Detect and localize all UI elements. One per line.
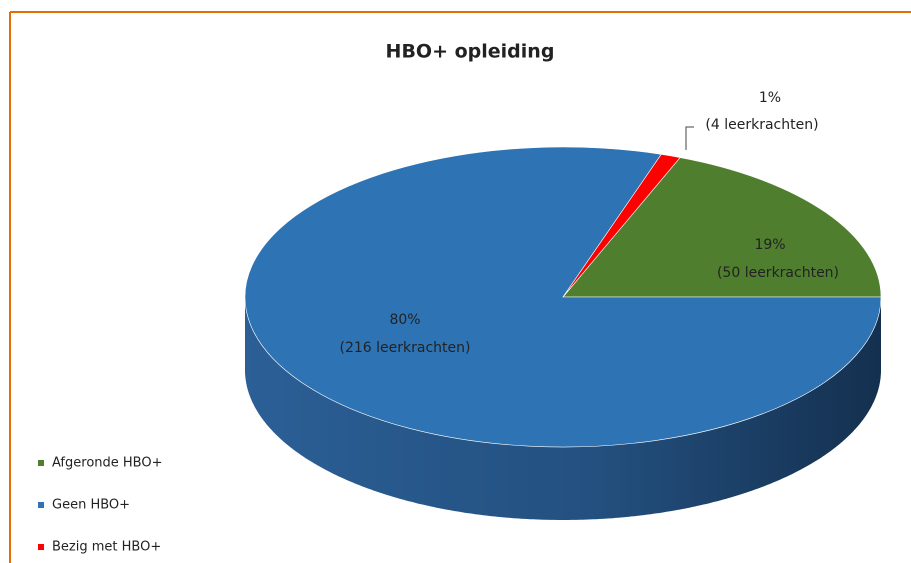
value-label: 1% [759,90,781,106]
legend-label: Afgeronde HBO+ [52,456,162,471]
pie-slice [562,154,681,298]
count-label: (4 leerkrachten) [705,117,818,133]
leader-line [685,126,694,150]
pie-slice [562,157,882,298]
legend-label: Bezig met HBO+ [52,540,161,555]
count-label: (216 leerkrachten) [340,340,471,356]
legend-swatch [38,502,44,508]
legend-swatch [38,460,44,466]
pie-side [245,297,881,520]
chart-title: HBO+ opleiding [386,41,555,63]
count-label: (50 leerkrachten) [717,265,839,281]
legend-label: Geen HBO+ [52,498,130,513]
value-label: 80% [389,312,420,328]
legend-swatch [38,544,44,550]
value-label: 19% [754,237,785,253]
